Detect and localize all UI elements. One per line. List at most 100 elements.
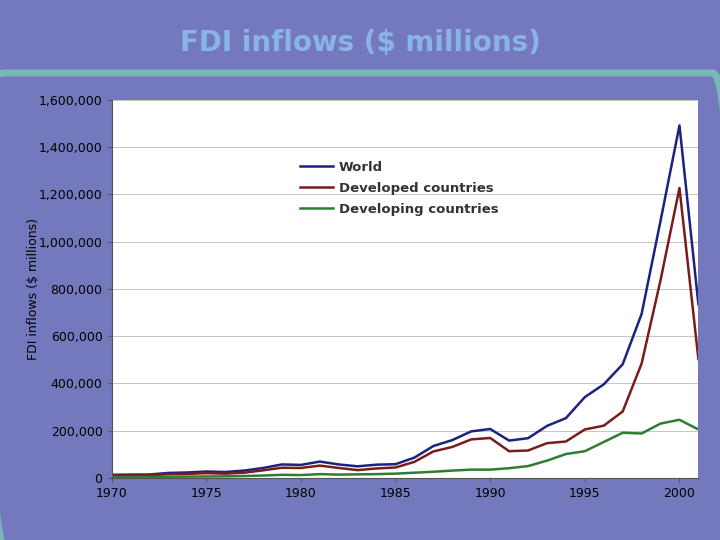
Developing countries <box>258 472 267 479</box>
Developing countries <box>354 471 362 477</box>
Developed countries <box>505 448 513 455</box>
World <box>618 361 627 368</box>
Developed countries <box>562 438 570 445</box>
Line: World: World <box>112 125 698 475</box>
World <box>126 471 135 478</box>
Developed countries <box>372 465 381 472</box>
Developing countries <box>618 429 627 436</box>
Developed countries <box>202 470 210 476</box>
Developed countries <box>694 356 703 362</box>
Developing countries <box>278 471 287 478</box>
World <box>505 437 513 444</box>
Developing countries <box>580 448 589 455</box>
Developing countries <box>656 420 665 427</box>
World <box>315 458 324 465</box>
World <box>562 415 570 421</box>
Developed countries <box>164 471 173 477</box>
World <box>107 471 116 478</box>
Developed countries <box>600 422 608 429</box>
Developing countries <box>637 430 646 437</box>
World <box>221 469 230 475</box>
Developing countries <box>126 474 135 480</box>
Developing countries <box>145 474 154 480</box>
World <box>410 454 419 461</box>
Developing countries <box>391 470 400 477</box>
World <box>164 470 173 476</box>
World <box>656 218 665 224</box>
Developing countries <box>486 467 495 473</box>
Developing countries <box>334 471 343 478</box>
Developing countries <box>694 426 703 433</box>
Developed countries <box>258 467 267 474</box>
Developing countries <box>675 416 684 423</box>
Developing countries <box>164 474 173 480</box>
Developing countries <box>505 465 513 471</box>
World <box>202 468 210 475</box>
Developing countries <box>543 457 552 464</box>
World <box>448 437 456 443</box>
Developing countries <box>467 467 476 473</box>
World <box>278 461 287 468</box>
Developing countries <box>240 473 248 480</box>
Developing countries <box>202 473 210 480</box>
World <box>694 301 703 307</box>
Line: Developed countries: Developed countries <box>112 188 698 476</box>
Developed countries <box>315 462 324 469</box>
Text: FDI inflows ($ millions): FDI inflows ($ millions) <box>179 29 541 57</box>
Developed countries <box>278 464 287 471</box>
Developed countries <box>107 472 116 479</box>
World <box>354 463 362 470</box>
World <box>543 423 552 429</box>
Developing countries <box>183 474 192 480</box>
Developing countries <box>600 438 608 445</box>
Developed countries <box>240 469 248 476</box>
World <box>580 394 589 400</box>
Developed countries <box>618 408 627 415</box>
Developed countries <box>410 458 419 465</box>
Developing countries <box>562 451 570 457</box>
Developed countries <box>297 465 305 471</box>
Legend: World, Developed countries, Developing countries: World, Developed countries, Developing c… <box>294 156 504 221</box>
Line: Developing countries: Developing countries <box>112 420 698 477</box>
Developed countries <box>675 185 684 191</box>
Developed countries <box>221 470 230 477</box>
World <box>429 443 438 449</box>
World <box>523 435 532 442</box>
Developing countries <box>372 471 381 477</box>
Developed countries <box>523 447 532 454</box>
Developed countries <box>391 464 400 471</box>
World <box>637 310 646 317</box>
Developed countries <box>429 448 438 455</box>
Developing countries <box>297 472 305 478</box>
Developed countries <box>467 436 476 443</box>
World <box>297 462 305 468</box>
Developed countries <box>656 277 665 284</box>
Developing countries <box>315 471 324 477</box>
Developed countries <box>334 465 343 471</box>
Developing countries <box>523 463 532 469</box>
World <box>145 471 154 478</box>
World <box>334 461 343 468</box>
World <box>486 426 495 432</box>
World <box>391 461 400 468</box>
World <box>183 469 192 476</box>
Developed countries <box>637 360 646 367</box>
Developed countries <box>486 435 495 441</box>
World <box>372 461 381 468</box>
Developed countries <box>145 472 154 478</box>
Developing countries <box>448 467 456 474</box>
Developing countries <box>107 474 116 481</box>
Developed countries <box>354 467 362 474</box>
Y-axis label: FDI inflows ($ millions): FDI inflows ($ millions) <box>27 218 40 360</box>
Developed countries <box>126 472 135 478</box>
World <box>600 381 608 388</box>
Developing countries <box>410 469 419 476</box>
World <box>258 465 267 471</box>
Developed countries <box>543 440 552 447</box>
World <box>240 467 248 474</box>
Developed countries <box>448 444 456 450</box>
World <box>467 428 476 435</box>
Developed countries <box>183 471 192 477</box>
World <box>675 122 684 129</box>
Developing countries <box>429 469 438 475</box>
